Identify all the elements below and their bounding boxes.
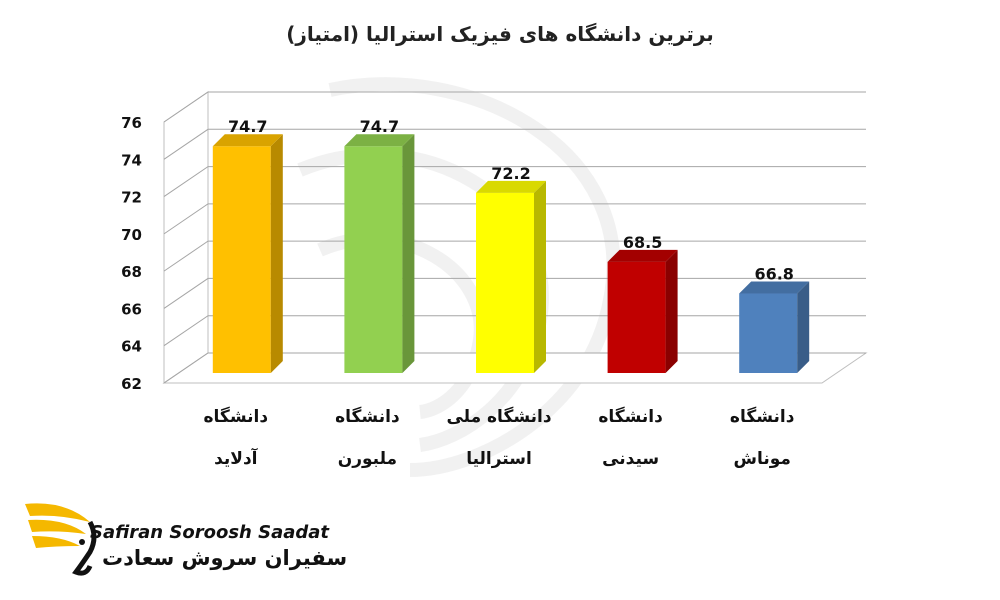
data-label: 68.5	[623, 233, 662, 252]
bar-front	[607, 261, 666, 373]
bar	[344, 134, 415, 373]
y-tick-label: 68	[121, 263, 142, 281]
bar-front	[739, 293, 798, 373]
data-label: 66.8	[754, 265, 793, 284]
chart-title: برترین دانشگاه های فیزیک استرالیا (امتیا…	[286, 22, 714, 46]
bar-front	[212, 146, 271, 373]
x-tick-label: دانشگاه	[730, 406, 795, 427]
x-tick-label: دانشگاه	[204, 406, 269, 427]
y-tick-label: 66	[121, 300, 142, 318]
bar-side	[665, 249, 678, 373]
bar-top	[476, 180, 546, 193]
side-wall	[163, 91, 209, 384]
bar-top	[607, 249, 678, 262]
bar	[476, 180, 546, 373]
brand-name-fa: سفیران سروش سعادت	[102, 546, 348, 570]
x-tick-label: موناش	[733, 449, 790, 469]
gridline	[163, 91, 866, 123]
y-tick-label: 76	[121, 114, 142, 132]
bar-side	[402, 134, 415, 373]
data-label: 72.2	[491, 164, 530, 183]
gridline	[163, 166, 866, 197]
x-tick-label: دانشگاه ملی	[446, 406, 551, 427]
brand-logo: Safiran Soroosh Saadat سفیران سروش سعادت	[20, 492, 347, 587]
bar-side	[797, 281, 810, 373]
y-tick-label: 72	[121, 189, 142, 207]
bar-front	[476, 192, 534, 373]
wing-icon	[25, 503, 97, 576]
y-tick-label: 62	[121, 375, 142, 393]
x-tick-label: استرالیا	[466, 449, 532, 469]
bar-top	[344, 134, 415, 147]
x-tick-label: ملبورن	[338, 449, 397, 469]
bar-side	[534, 180, 546, 373]
bar	[607, 249, 678, 373]
brand-name-en: Safiran Soroosh Saadat	[90, 522, 330, 543]
x-tick-label: دانشگاه	[335, 406, 400, 427]
bar	[739, 281, 810, 373]
bar-top	[739, 281, 810, 294]
bar-front	[344, 146, 403, 373]
y-tick-label: 64	[121, 338, 142, 356]
x-tick-label: دانشگاه	[598, 406, 663, 427]
bar-side	[270, 134, 283, 373]
y-tick-label: 70	[121, 226, 142, 244]
x-tick-label: آدلاید	[214, 447, 259, 469]
x-tick-label: سیدنی	[602, 449, 659, 469]
bar-top	[212, 134, 283, 147]
gridline	[163, 240, 866, 272]
data-label: 74.7	[360, 117, 399, 136]
data-label: 74.7	[228, 117, 267, 136]
bar	[212, 134, 283, 373]
y-tick-label: 74	[121, 151, 142, 169]
gridline	[163, 128, 866, 160]
gridline	[163, 203, 866, 235]
